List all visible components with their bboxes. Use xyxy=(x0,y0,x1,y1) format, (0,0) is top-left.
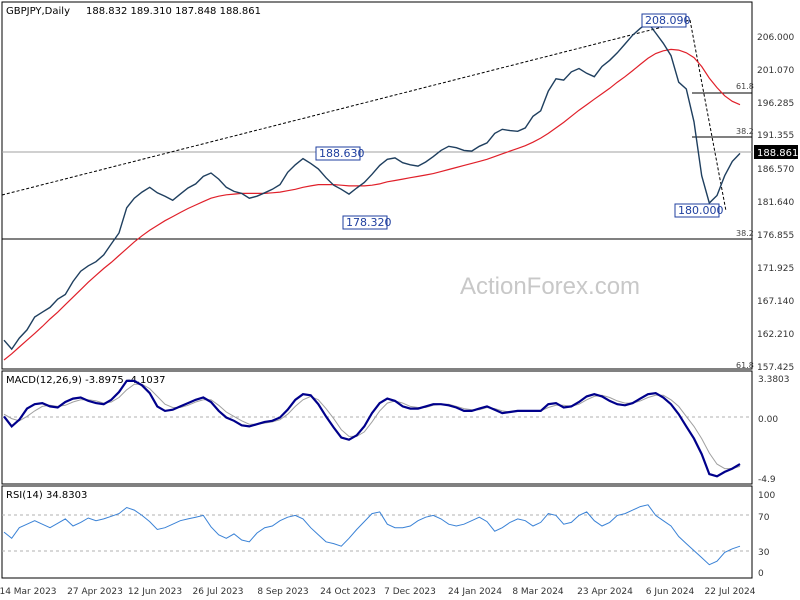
price-y-tick: 171.925 xyxy=(757,264,794,274)
price-panel xyxy=(1,1,753,370)
price-annotation-label: 208.090 xyxy=(645,14,691,27)
rsi-y-tick: 30 xyxy=(758,548,770,558)
x-axis-tick: 8 Mar 2024 xyxy=(512,587,564,597)
fib-level-label: 38.2 xyxy=(736,127,754,136)
x-axis-tick: 27 Apr 2023 xyxy=(67,587,123,597)
price-y-tick: 201.070 xyxy=(757,66,794,76)
rsi-y-tick: 0 xyxy=(758,569,764,579)
current-price-box xyxy=(754,145,798,159)
rsi-panel-title: RSI(14) 34.8303 xyxy=(6,490,87,501)
macd-y-tick: 3.3803 xyxy=(758,375,790,385)
x-axis-tick: 6 Jun 2024 xyxy=(646,587,695,597)
price-annotation-label: 178.320 xyxy=(346,216,392,229)
ohlc-readout: 188.832 189.310 187.848 188.861 xyxy=(86,6,261,17)
x-axis-tick: 22 Jul 2024 xyxy=(705,587,756,597)
x-axis-tick: 24 Oct 2023 xyxy=(320,587,376,597)
current-price-label: 188.861 xyxy=(757,148,798,159)
trend-line xyxy=(1,19,691,196)
price-y-tick: 191.355 xyxy=(757,131,794,141)
price-y-tick: 206.000 xyxy=(757,33,794,43)
price-y-tick: 162.210 xyxy=(757,330,794,340)
macd-signal-line xyxy=(3,383,741,470)
fib-level-label: 38.2 xyxy=(736,229,754,238)
macd-panel xyxy=(1,370,753,485)
price-annotation-box xyxy=(674,203,720,218)
price-y-tick: 167.140 xyxy=(757,297,794,307)
macd-panel-title: MACD(12,26,9) -3.8975 -4.1037 xyxy=(6,375,166,386)
price-annotation-label: 188.630 xyxy=(319,147,365,160)
fib-retracement-line xyxy=(689,19,727,212)
price-panel-title: GBPJPY,Daily xyxy=(6,6,70,17)
price-y-tick: 196.285 xyxy=(757,99,794,109)
price-annotation-box xyxy=(342,215,388,230)
price-annotation-box xyxy=(641,13,687,28)
price-line xyxy=(3,21,741,351)
x-axis-tick: 23 Apr 2024 xyxy=(577,587,633,597)
price-annotation-label: 180.000 xyxy=(678,204,724,217)
price-y-tick: 181.640 xyxy=(757,198,794,208)
price-y-tick: 186.570 xyxy=(757,165,794,175)
macd-y-tick: 0.00 xyxy=(758,415,778,425)
watermark: ActionForex.com xyxy=(460,273,640,300)
fib-level-label: 61.8 xyxy=(736,82,754,91)
x-axis-tick: 14 Mar 2023 xyxy=(0,587,57,597)
x-axis-tick: 7 Dec 2023 xyxy=(384,587,436,597)
rsi-line xyxy=(3,504,741,566)
x-axis-tick: 24 Jan 2024 xyxy=(448,587,502,597)
price-y-tick: 157.425 xyxy=(757,363,794,373)
price-annotation-box xyxy=(315,146,361,161)
x-axis-tick: 8 Sep 2023 xyxy=(257,587,308,597)
rsi-y-tick: 70 xyxy=(758,513,770,523)
macd-main-line xyxy=(3,379,741,478)
fib-level-label: 61.8 xyxy=(736,361,754,370)
x-axis-tick: 12 Jun 2023 xyxy=(128,587,182,597)
moving-average-line xyxy=(3,48,741,361)
x-axis-tick: 26 Jul 2023 xyxy=(193,587,244,597)
rsi-panel xyxy=(1,485,753,579)
macd-y-tick: -4.9 xyxy=(758,475,776,485)
rsi-y-tick: 100 xyxy=(758,491,775,501)
price-y-tick: 176.855 xyxy=(757,231,794,241)
